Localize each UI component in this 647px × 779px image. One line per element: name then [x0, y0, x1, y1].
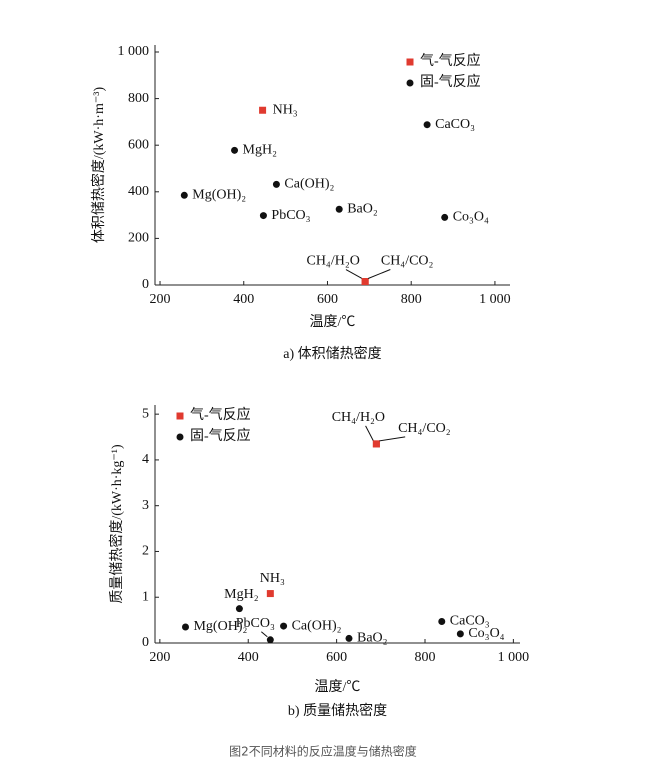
data-point — [361, 278, 369, 286]
x-axis-label: 温度/℃ — [310, 314, 356, 330]
legend-label: 固-气反应 — [420, 73, 481, 90]
data-point — [180, 191, 188, 199]
x-tick-label: 1 000 — [498, 650, 530, 665]
label-arrow — [261, 631, 268, 638]
point-label: CH₄/CO₂ — [381, 254, 434, 269]
data-point — [280, 622, 288, 630]
data-point — [441, 213, 449, 221]
point-label: CaCO₃ — [450, 614, 490, 629]
point-label: PbCO₃ — [271, 208, 310, 223]
x-tick-label: 800 — [414, 650, 435, 665]
label-arrow — [345, 269, 363, 279]
point-label: Mg(OH)₂ — [192, 188, 246, 203]
y-axis-label: 体积储热密度/(kW·h·m⁻³) — [90, 87, 107, 244]
label-arrow — [367, 269, 391, 279]
point-label: MgH₂ — [224, 587, 259, 602]
point-label: Co₃O₄ — [453, 210, 489, 225]
point-label: BaO₂ — [347, 201, 378, 216]
subtitle: a) 体积储热密度 — [283, 345, 381, 362]
data-point — [259, 212, 267, 220]
point-label: Mg(OH)₂ — [193, 619, 247, 634]
y-tick-label: 2 — [142, 544, 149, 559]
point-label: CH₄/H₂O — [306, 254, 359, 269]
subtitle: b) 质量储热密度 — [288, 702, 387, 719]
data-point — [423, 121, 431, 129]
point-label: Co₃O₄ — [468, 626, 504, 641]
x-tick-label: 200 — [150, 292, 171, 307]
legend-marker — [176, 412, 184, 420]
data-point — [235, 605, 243, 613]
point-label: BaO₂ — [357, 631, 388, 646]
legend-label: 气-气反应 — [420, 52, 481, 69]
label-arrow — [365, 425, 374, 442]
legend-marker — [176, 433, 184, 441]
y-tick-label: 600 — [128, 137, 149, 152]
y-axis-label: 质量储热密度/(kW·h·kg⁻¹) — [108, 444, 125, 604]
x-tick-label: 600 — [326, 650, 347, 665]
y-tick-label: 1 — [142, 589, 149, 604]
legend-marker — [406, 58, 414, 66]
y-tick-label: 4 — [142, 452, 149, 467]
data-point — [266, 636, 274, 644]
point-label: NH₃ — [260, 571, 285, 586]
legend-marker — [406, 79, 414, 87]
x-tick-label: 200 — [149, 650, 170, 665]
data-point — [438, 617, 446, 625]
point-label: NH₃ — [273, 102, 298, 117]
data-point — [456, 630, 464, 638]
point-label: CaCO₃ — [435, 117, 475, 132]
point-label: CH₄/H₂O — [332, 410, 385, 425]
y-tick-label: 200 — [128, 231, 149, 246]
x-tick-label: 1 000 — [479, 292, 511, 307]
caption: 图2不同材料的反应温度与储热密度 — [229, 744, 417, 759]
data-point — [345, 634, 353, 642]
data-point — [231, 146, 239, 154]
x-tick-label: 400 — [233, 292, 254, 307]
y-tick-label: 0 — [142, 635, 149, 650]
legend-label: 固-气反应 — [190, 427, 251, 444]
label-arrow — [379, 436, 406, 442]
data-point — [335, 205, 343, 213]
y-tick-label: 800 — [128, 91, 149, 106]
y-tick-label: 1 000 — [118, 44, 150, 59]
y-tick-label: 5 — [142, 406, 149, 421]
point-label: PbCO₃ — [236, 616, 275, 631]
data-point — [272, 180, 280, 188]
x-tick-label: 600 — [317, 292, 338, 307]
point-label: CH₄/CO₂ — [398, 421, 451, 436]
x-tick-label: 800 — [401, 292, 422, 307]
data-point — [181, 623, 189, 631]
data-point — [266, 590, 274, 598]
point-label: Ca(OH)₂ — [292, 618, 342, 633]
x-tick-label: 400 — [238, 650, 259, 665]
y-tick-label: 400 — [128, 184, 149, 199]
data-point — [259, 106, 267, 114]
y-tick-label: 0 — [142, 277, 149, 292]
x-axis-label: 温度/℃ — [315, 679, 361, 695]
y-tick-label: 3 — [142, 498, 149, 513]
point-label: MgH₂ — [243, 143, 278, 158]
point-label: Ca(OH)₂ — [284, 177, 334, 192]
data-point — [372, 440, 380, 448]
legend-label: 气-气反应 — [190, 406, 251, 423]
